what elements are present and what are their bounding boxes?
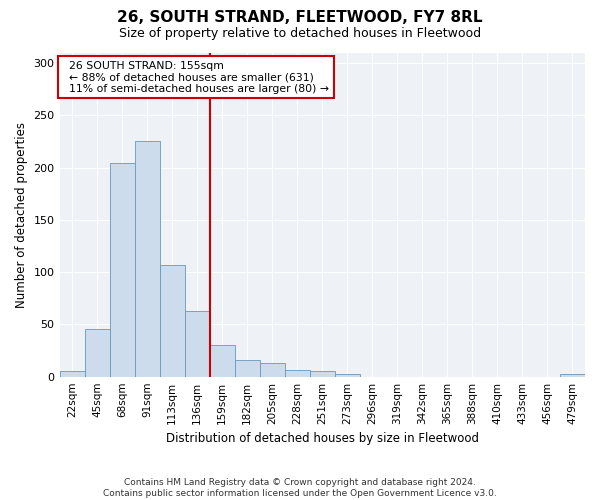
Bar: [110, 164, 134, 376]
X-axis label: Distribution of detached houses by size in Fleetwood: Distribution of detached houses by size …: [166, 432, 479, 445]
Bar: [134, 142, 160, 376]
Text: 26 SOUTH STRAND: 155sqm
  ← 88% of detached houses are smaller (631)
  11% of se: 26 SOUTH STRAND: 155sqm ← 88% of detache…: [62, 60, 329, 94]
Text: Size of property relative to detached houses in Fleetwood: Size of property relative to detached ho…: [119, 28, 481, 40]
Bar: [335, 374, 360, 376]
Bar: [85, 328, 110, 376]
Bar: [209, 346, 235, 376]
Bar: [59, 372, 85, 376]
Text: Contains HM Land Registry data © Crown copyright and database right 2024.
Contai: Contains HM Land Registry data © Crown c…: [103, 478, 497, 498]
Bar: [310, 372, 335, 376]
Bar: [560, 374, 585, 376]
Text: 26, SOUTH STRAND, FLEETWOOD, FY7 8RL: 26, SOUTH STRAND, FLEETWOOD, FY7 8RL: [117, 10, 483, 25]
Bar: [185, 311, 209, 376]
Y-axis label: Number of detached properties: Number of detached properties: [15, 122, 28, 308]
Bar: [235, 360, 260, 376]
Bar: [160, 265, 185, 376]
Bar: [285, 370, 310, 376]
Bar: [260, 363, 285, 376]
